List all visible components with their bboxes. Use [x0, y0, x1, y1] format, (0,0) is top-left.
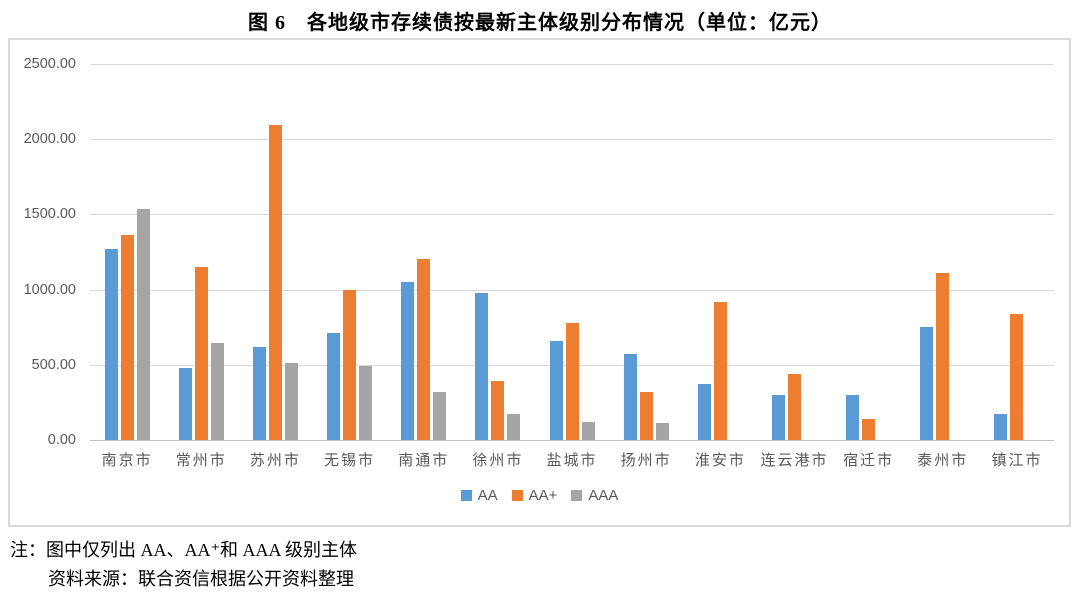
bar-AAA: [136, 209, 150, 440]
bar-AA: [846, 394, 860, 440]
bar-group: [535, 64, 609, 440]
x-axis-label: 苏州市: [249, 452, 301, 469]
bar-AA: [252, 346, 266, 440]
gridline: [90, 64, 1054, 65]
bar-AA+: [491, 381, 505, 440]
x-axis-label: 南京市: [101, 452, 153, 469]
x-axis-label: 无锡市: [324, 452, 376, 469]
bar-AA+: [639, 391, 653, 440]
chart-frame: 2500.00 2000.00 1500.00 1000.00 500.00 0.00 南…: [8, 38, 1071, 527]
legend-label: AAA: [588, 487, 619, 504]
bar-group: [906, 64, 980, 440]
bar-AA: [623, 354, 637, 440]
bar-group: [683, 64, 757, 440]
y-axis-tick-label: 2500.00: [23, 56, 76, 72]
legend: AA AA+ AAA: [10, 487, 1069, 504]
bar-group: [387, 64, 461, 440]
chart-title: 图 6 各地级市存续债按最新主体级别分布情况（单位：亿元）: [248, 12, 832, 34]
bar-AA: [401, 282, 415, 440]
gridline: [90, 214, 1054, 216]
bar-group: [757, 64, 831, 440]
bar-AAA: [655, 422, 669, 440]
bar-group: [90, 64, 164, 440]
x-axis-label: 淮安市: [694, 452, 746, 469]
bar-AAA: [433, 391, 447, 440]
bars-layer: [90, 64, 1054, 440]
bar-group: [164, 64, 238, 440]
legend-swatch-AA+: [511, 490, 523, 501]
legend-label: AA: [477, 487, 498, 504]
x-axis-label: 盐城市: [546, 452, 598, 469]
bar-AA: [920, 327, 934, 440]
plot-area: 2500.00 2000.00 1500.00 1000.00 500.00 0.00: [24, 56, 1054, 448]
x-axis-label: 泰州市: [917, 452, 969, 469]
bar-AA: [994, 413, 1008, 440]
y-axis-tick-label: 2000.00: [23, 131, 76, 148]
x-axis-label: 常州市: [175, 452, 227, 469]
x-axis-label: 徐州市: [472, 452, 524, 469]
gridline: [90, 440, 1054, 441]
x-axis-label: 南通市: [398, 452, 450, 469]
y-axis: 2500.00 2000.00 1500.00 1000.00 500.00 0.00: [10, 56, 82, 448]
legend-swatch-AA: [460, 490, 472, 501]
bar-AA+: [343, 289, 357, 440]
bar-AA: [697, 384, 711, 440]
bar-AA+: [1010, 313, 1024, 440]
bar-AA+: [194, 267, 208, 440]
bar-AA: [771, 394, 785, 440]
bar-AAA: [507, 413, 521, 440]
legend-item: AAA: [571, 487, 618, 504]
bar-group: [609, 64, 683, 440]
bar-AA+: [268, 124, 282, 440]
gridline: [90, 289, 1054, 291]
bar-group: [832, 64, 906, 440]
legend-swatch-AAA: [571, 490, 583, 501]
bar-group: [312, 64, 386, 440]
note-rating-scope: 注：图中仅列出 AA、AA⁺和 AAA 级别主体: [10, 540, 357, 560]
bar-AA: [178, 367, 192, 440]
bar-AA+: [565, 322, 579, 440]
bar-AA+: [713, 301, 727, 440]
bar-AA: [549, 340, 563, 440]
y-axis-tick-label: 1000.00: [23, 281, 76, 298]
legend-item: AA+: [511, 487, 558, 504]
bar-AA: [104, 249, 118, 440]
bar-AA+: [936, 273, 950, 440]
bar-AA+: [417, 258, 431, 440]
bar-AAA: [359, 366, 373, 440]
x-axis: 南京市 常州市 苏州市 无锡市 南通市 徐州市 盐城市 扬州市 淮安市 连云港市 宿迁市 泰州市 镇江市: [90, 449, 1054, 470]
legend-item: AA: [460, 487, 498, 504]
note-data-source: 资料来源：联合资信根据公开资料整理: [48, 569, 354, 589]
x-axis-label: 宿迁市: [843, 452, 895, 469]
x-axis-label: 扬州市: [620, 452, 672, 469]
y-axis-tick-label: 1500.00: [23, 206, 76, 223]
legend-label: AA+: [528, 487, 558, 504]
bar-AA+: [787, 373, 801, 440]
bar-AA: [327, 333, 341, 440]
bar-group: [980, 64, 1054, 440]
chart-notes: 注：图中仅列出 AA、AA⁺和 AAA 级别主体 资料来源：联合资信根据公开资料…: [10, 536, 357, 594]
bar-AAA: [284, 362, 298, 440]
bar-AA+: [120, 235, 134, 440]
y-axis-tick-label: 0.00: [47, 432, 76, 448]
bar-AAA: [581, 421, 595, 440]
bar-AA: [475, 293, 489, 440]
bar-AAA: [210, 343, 224, 440]
bar-group: [238, 64, 312, 440]
y-axis-tick-label: 500.00: [31, 356, 76, 373]
bar-AA+: [862, 418, 876, 440]
bar-group: [461, 64, 535, 440]
x-axis-label: 连云港市: [760, 452, 829, 469]
gridline: [90, 139, 1054, 141]
x-axis-label: 镇江市: [991, 452, 1043, 469]
